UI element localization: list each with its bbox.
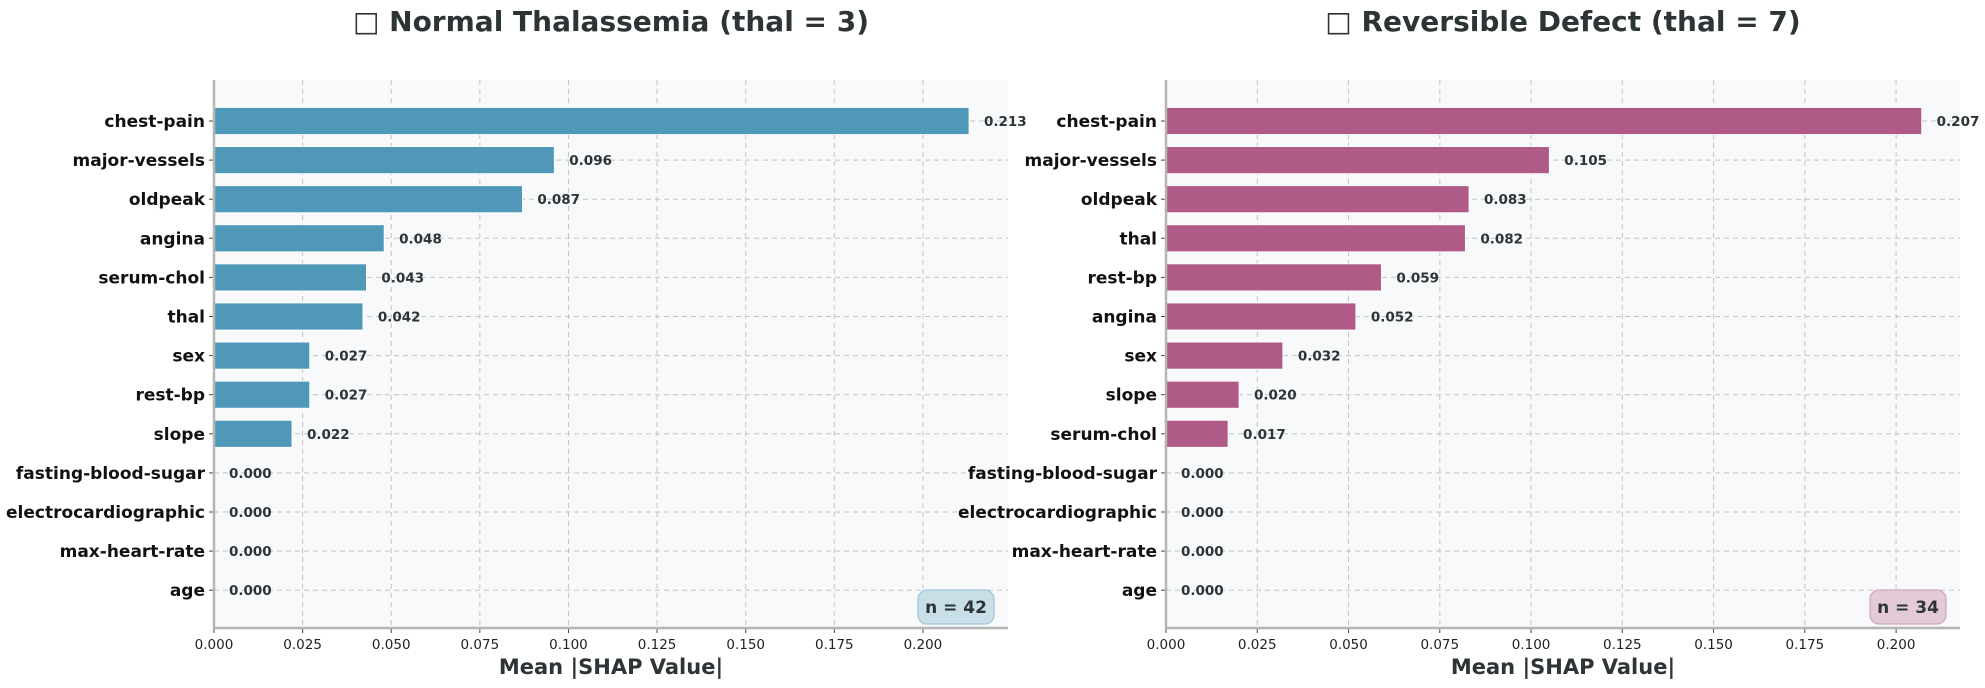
value-label: 0.000 [229,583,272,599]
x-axis-label: Mean |SHAP Value| [499,655,723,680]
bar [213,107,970,135]
y-tick-label: thal [167,308,205,328]
bar [213,224,385,253]
y-tick-label: electrocardiographic [6,503,205,523]
y-tick-label: fasting-blood-sugar [16,464,206,484]
y-tick-label: fasting-blood-sugar [968,464,1158,484]
y-tick-label: sex [172,347,205,367]
bar [213,185,523,214]
x-axis-label: Mean |SHAP Value| [1451,655,1675,680]
x-tick-label: 0.200 [1877,637,1916,653]
value-label: 0.213 [984,114,1027,130]
x-tick-label: 0.025 [283,637,322,653]
y-tick-label: angina [140,229,205,249]
value-label: 0.000 [229,466,272,482]
y-tick-label: major-vessels [1025,151,1157,171]
x-tick-label: 0.050 [372,637,411,653]
sample-size-badge [917,589,995,625]
y-tick-label: oldpeak [129,190,206,210]
sample-size-label: n = 42 [925,598,987,618]
y-tick-label: slope [154,425,205,445]
chart-panel-2: □ Reversible Defect (thal = 7) 0.000 0.025… [958,5,1979,680]
y-tick-label: slope [1106,386,1157,406]
value-label: 0.000 [1181,583,1224,599]
value-label: 0.082 [1480,231,1523,247]
bar [1165,263,1382,292]
y-tick-label: rest-bp [135,386,205,406]
value-label: 0.207 [1937,114,1980,130]
x-tick-label: 0.150 [726,637,765,653]
x-tick-label: 0.000 [195,637,234,653]
y-tick-label: major-vessels [73,151,205,171]
x-tick-label: 0.100 [549,637,588,653]
value-label: 0.017 [1243,427,1286,443]
y-tick-label: age [1122,581,1157,601]
bar [213,380,311,409]
chart-panel-1: □ Normal Thalassemia (thal = 3) 0.000 0.02… [6,5,1027,680]
sample-size-badge [1869,589,1947,625]
sample-size-label: n = 34 [1877,598,1939,618]
x-tick-label: 0.150 [1694,637,1733,653]
value-label: 0.027 [325,349,368,365]
y-tick-label: age [170,581,205,601]
bar [1165,302,1357,331]
value-label: 0.020 [1254,388,1297,404]
value-label: 0.027 [325,388,368,404]
bar [1165,380,1240,409]
y-tick-label: thal [1119,229,1157,249]
y-tick-label: serum-chol [98,268,205,288]
value-label: 0.022 [307,427,350,443]
x-tick-label: 0.175 [815,637,854,653]
value-label: 0.042 [378,310,421,326]
y-tick-label: sex [1124,347,1157,367]
y-tick-label: serum-chol [1050,425,1157,445]
x-tick-label: 0.175 [1786,637,1825,653]
value-label: 0.000 [229,505,272,521]
value-label: 0.096 [569,153,612,169]
bar [1165,185,1470,214]
bar [1165,107,1923,135]
bar [213,302,364,331]
x-tick-label: 0.200 [904,637,943,653]
value-label: 0.000 [1181,544,1224,560]
value-label: 0.087 [537,192,580,208]
x-tick-label: 0.125 [638,637,677,653]
value-label: 0.048 [399,231,442,247]
value-label: 0.032 [1298,349,1341,365]
value-label: 0.000 [229,544,272,560]
bar [213,341,311,370]
bar [1165,146,1550,175]
y-tick-label: electrocardiographic [958,503,1157,523]
value-label: 0.083 [1484,192,1527,208]
bar [213,419,293,448]
value-label: 0.105 [1564,153,1607,169]
bar [213,263,367,292]
x-tick-label: 0.125 [1603,637,1642,653]
x-tick-label: 0.000 [1147,637,1186,653]
value-label: 0.052 [1371,310,1414,326]
bar [213,146,555,175]
y-tick-label: max-heart-rate [60,542,205,562]
y-tick-label: max-heart-rate [1012,542,1157,562]
x-tick-label: 0.025 [1238,637,1277,653]
y-tick-label: chest-pain [104,112,205,132]
x-tick-label: 0.075 [461,637,500,653]
y-tick-label: rest-bp [1087,268,1157,288]
x-tick-label: 0.100 [1512,637,1551,653]
y-tick-label: oldpeak [1081,190,1158,210]
x-tick-label: 0.050 [1329,637,1368,653]
value-label: 0.000 [1181,505,1224,521]
bar [1165,341,1284,370]
value-label: 0.000 [1181,466,1224,482]
value-label: 0.043 [381,270,424,286]
bar [1165,419,1229,448]
value-label: 0.059 [1396,270,1439,286]
chart-title: □ Reversible Defect (thal = 7) [1325,5,1800,38]
chart-title: □ Normal Thalassemia (thal = 3) [353,5,869,38]
bar [1165,224,1466,253]
y-tick-label: angina [1092,308,1157,328]
x-tick-label: 0.075 [1420,637,1459,653]
y-tick-label: chest-pain [1056,112,1157,132]
